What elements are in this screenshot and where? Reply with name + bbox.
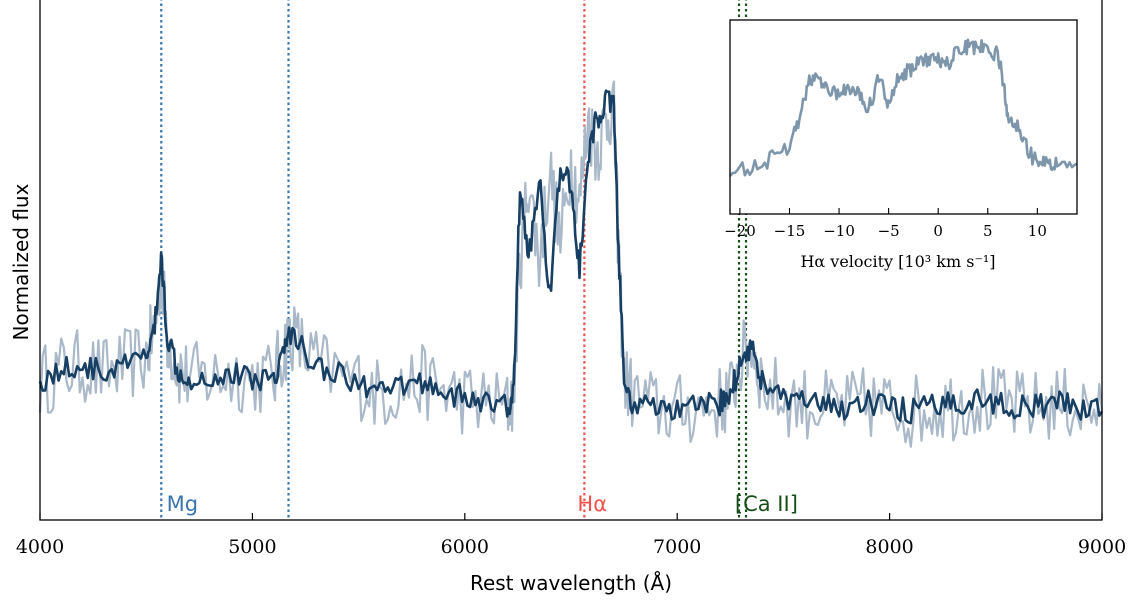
inset-frame	[729, 19, 1078, 215]
x-tick-label: 4000	[16, 536, 64, 558]
line-label: Mg	[167, 492, 198, 516]
line-label: Hα	[577, 492, 607, 516]
inset-x-axis-title: Hα velocity [10³ km s⁻¹]	[800, 252, 995, 271]
inset-plot: −20 −15 −10 −5 0 5 10 Hα velocity [10³ km s⁻¹]	[724, 19, 1078, 271]
x-tick-label: 7000	[653, 536, 701, 558]
main-plot: 4000 5000 6000 7000 8000 9000 Mg Hα [Ca II] Res…	[9, 0, 1126, 595]
x-tick-label: 5000	[228, 536, 276, 558]
halpha-profile-line	[729, 38, 1078, 177]
inset-x-tick-label: 5	[983, 222, 993, 240]
line-label: [Ca II]	[735, 492, 798, 516]
line-labels: Mg Hα [Ca II]	[167, 492, 798, 516]
inset-x-tick-label: −10	[823, 222, 855, 240]
main-x-axis-ticks: 4000 5000 6000 7000 8000 9000	[16, 513, 1126, 558]
x-tick-label: 9000	[1078, 536, 1126, 558]
inset-background	[730, 20, 1077, 214]
raw-spectrum-line	[38, 80, 1104, 448]
inset-x-tick-label: 0	[933, 222, 943, 240]
inset-x-axis-ticks: −20 −15 −10 −5 0 5 10	[724, 208, 1047, 240]
smoothed-spectrum-line	[38, 89, 1104, 425]
main-x-axis-title: Rest wavelength (Å)	[470, 571, 672, 595]
inset-x-tick-label: −5	[878, 222, 900, 240]
inset-x-tick-label: −15	[774, 222, 806, 240]
inset-x-tick-label: −20	[724, 222, 756, 240]
main-y-axis-title: Normalized flux	[9, 183, 33, 340]
inset-x-tick-label: 10	[1028, 222, 1047, 240]
main-plot-frame	[39, 0, 1103, 521]
x-tick-label: 8000	[865, 536, 913, 558]
x-tick-label: 6000	[441, 536, 489, 558]
